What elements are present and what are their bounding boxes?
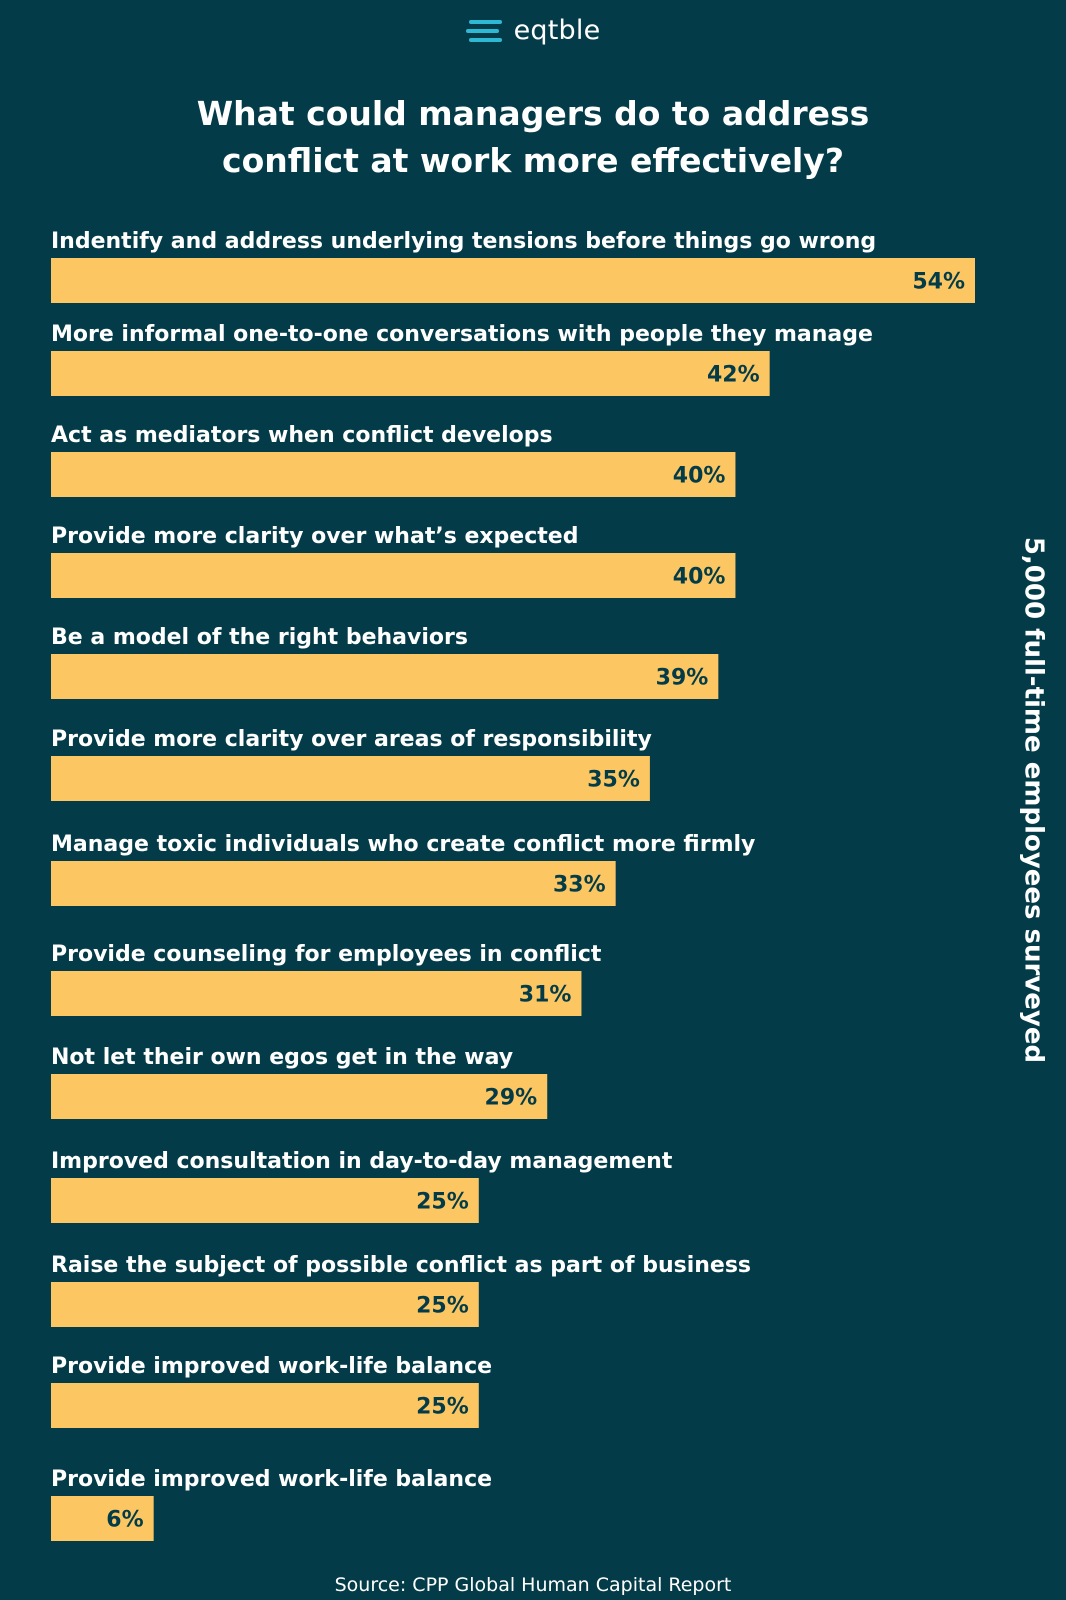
chart-title-line-1: What could managers do to address bbox=[196, 94, 870, 133]
bar bbox=[51, 654, 719, 699]
category-label: Be a model of the right behaviors bbox=[51, 625, 468, 650]
category-label: Improved consultation in day-to-day mana… bbox=[51, 1149, 673, 1174]
value-label: 25% bbox=[416, 1190, 469, 1215]
brand-header: eqtble bbox=[0, 14, 1066, 48]
bar-row: Manage toxic individuals who create conf… bbox=[51, 832, 755, 906]
source-note: Source: CPP Global Human Capital Report bbox=[334, 1574, 732, 1596]
category-label: Provide more clarity over areas of respo… bbox=[51, 727, 652, 752]
bar bbox=[51, 452, 736, 497]
category-label: Provide counseling for employees in conf… bbox=[51, 942, 602, 967]
value-label: 6% bbox=[106, 1508, 143, 1533]
value-label: 31% bbox=[519, 983, 572, 1008]
bar bbox=[51, 1383, 479, 1428]
bar bbox=[51, 553, 736, 598]
bar bbox=[51, 1496, 154, 1541]
bar-row: Provide improved work-life balance 25% bbox=[51, 1354, 492, 1428]
bar bbox=[51, 971, 582, 1016]
bar bbox=[51, 756, 650, 801]
value-label: 40% bbox=[673, 565, 726, 590]
bar bbox=[51, 258, 975, 303]
bar bbox=[51, 1282, 479, 1327]
bar-row: Provide counseling for employees in conf… bbox=[51, 942, 602, 1016]
category-label: Act as mediators when conflict develops bbox=[51, 423, 553, 448]
value-label: 33% bbox=[553, 873, 606, 898]
bar-row: Act as mediators when conflict develops 4… bbox=[51, 423, 736, 497]
category-label: Manage toxic individuals who create conf… bbox=[51, 832, 755, 857]
category-label: Raise the subject of possible conflict a… bbox=[51, 1253, 751, 1278]
bar-row: Provide more clarity over areas of respo… bbox=[51, 727, 652, 801]
value-label: 42% bbox=[707, 363, 760, 388]
chart-title-line-2: conflict at work more effectively? bbox=[222, 141, 844, 180]
bar bbox=[51, 1074, 548, 1119]
category-label: Provide improved work-life balance bbox=[51, 1467, 492, 1492]
category-label: Provide improved work-life balance bbox=[51, 1354, 492, 1379]
bar-row: Be a model of the right behaviors 39% bbox=[51, 625, 719, 699]
bar-row: More informal one-to-one conversations w… bbox=[51, 322, 873, 396]
bar bbox=[51, 861, 616, 906]
value-label: 29% bbox=[485, 1086, 538, 1111]
category-label: Not let their own egos get in the way bbox=[51, 1045, 513, 1070]
bar-row: Indentify and address underlying tension… bbox=[51, 229, 975, 303]
value-label: 54% bbox=[912, 270, 965, 295]
bar bbox=[51, 1178, 479, 1223]
category-label: Indentify and address underlying tension… bbox=[51, 229, 876, 254]
category-label: More informal one-to-one conversations w… bbox=[51, 322, 873, 347]
value-label: 35% bbox=[587, 768, 640, 793]
value-label: 25% bbox=[416, 1395, 469, 1420]
bar-row: Raise the subject of possible conflict a… bbox=[51, 1253, 751, 1327]
bar-row: Not let their own egos get in the way 29% bbox=[51, 1045, 548, 1119]
brand-name: eqtble bbox=[513, 15, 601, 46]
value-label: 40% bbox=[673, 464, 726, 489]
category-label: Provide more clarity over what’s expecte… bbox=[51, 524, 578, 549]
bar bbox=[51, 351, 770, 396]
value-label: 25% bbox=[416, 1294, 469, 1319]
bar-row: Provide more clarity over what’s expecte… bbox=[51, 524, 736, 598]
chart-title: What could managers do to address confli… bbox=[0, 90, 1066, 184]
sample-size-label: 5,000 full-time employees surveyed bbox=[1019, 537, 1049, 1063]
eqtble-logo-icon bbox=[465, 20, 502, 42]
bar-row: Improved consultation in day-to-day mana… bbox=[51, 1149, 673, 1223]
value-label: 39% bbox=[656, 666, 709, 691]
bar-row: Provide improved work-life balance 6% bbox=[51, 1467, 492, 1541]
